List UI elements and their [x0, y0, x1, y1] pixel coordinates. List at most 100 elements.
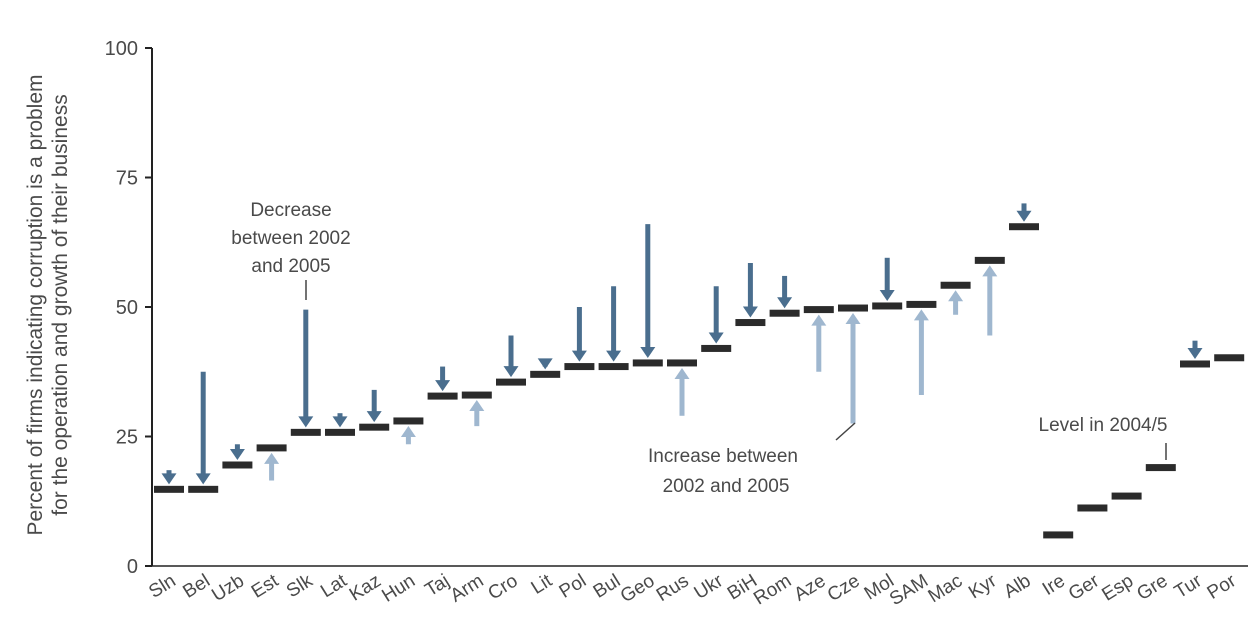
- decrease-arrow: [435, 366, 451, 392]
- category-label-bel: Bel: [179, 570, 213, 602]
- level-marker-cze: [838, 304, 868, 312]
- arrow-head: [879, 289, 895, 301]
- level-marker-rus: [667, 359, 697, 367]
- annotation-increase-line-1: Increase between: [648, 446, 798, 467]
- arrow-head: [298, 416, 314, 428]
- increase-arrow: [674, 367, 690, 416]
- decrease-arrow: [879, 257, 895, 301]
- arrow-head: [845, 313, 861, 325]
- increase-arrow: [913, 309, 929, 396]
- arrow-head: [366, 411, 382, 423]
- decrease-arrow: [195, 371, 211, 485]
- category-label-arm: Arm: [447, 570, 488, 606]
- level-marker-gre: [1145, 464, 1176, 472]
- level-marker-alb: [1009, 223, 1039, 231]
- arrow-head: [161, 473, 177, 485]
- arrow-head: [811, 314, 827, 326]
- y-tick-label: 50: [116, 297, 138, 319]
- annotation-level-label: Level in 2004/5: [1039, 415, 1168, 436]
- arrow-head: [229, 448, 245, 460]
- category-label-lit: Lit: [528, 570, 557, 599]
- y-axis-title-line-2: for the operation and growth of their bu…: [49, 94, 72, 515]
- category-label-rom: Rom: [750, 570, 795, 609]
- decrease-arrow: [606, 286, 622, 362]
- increase-arrow: [845, 313, 861, 424]
- category-label-mac: Mac: [925, 570, 967, 607]
- level-marker-taj: [427, 392, 458, 400]
- increase-arrow: [811, 314, 827, 372]
- y-tick-labels: 0 25 50 75 100: [105, 38, 152, 578]
- annotation-level: Level in 2004/5: [1039, 415, 1168, 460]
- decrease-arrow: [537, 358, 553, 370]
- category-label-ukr: Ukr: [691, 570, 728, 604]
- category-label-hun: Hun: [378, 570, 419, 606]
- level-marker-arm: [461, 391, 492, 399]
- category-label-alb: Alb: [1000, 570, 1034, 602]
- category-label-kyr: Kyr: [965, 570, 1001, 603]
- arrow-head: [640, 346, 656, 358]
- decrease-arrow: [1016, 203, 1032, 222]
- level-marker-kyr: [974, 256, 1005, 264]
- decrease-arrow: [640, 224, 656, 358]
- increase-arrow: [264, 452, 280, 481]
- category-label-ire: Ire: [1039, 570, 1069, 600]
- annotation-increase: Increase between 2002 and 2005: [648, 422, 856, 497]
- decrease-arrow: [366, 389, 382, 423]
- level-marker-geo: [632, 359, 663, 367]
- level-marker-tur: [1180, 360, 1210, 368]
- annotation-decrease-line-2: between 2002: [231, 228, 350, 249]
- decrease-arrow: [332, 413, 348, 428]
- arrow-head: [708, 332, 724, 344]
- level-marker-ire: [1043, 531, 1074, 539]
- category-label-cze: Cze: [824, 570, 864, 606]
- decrease-arrow: [742, 262, 758, 318]
- level-marker-pol: [564, 363, 595, 371]
- arrow-head: [571, 350, 587, 362]
- level-marker-sln: [154, 485, 184, 493]
- level-marker-kaz: [359, 423, 390, 431]
- category-label-taj: Taj: [422, 570, 454, 601]
- arrow-head: [264, 452, 280, 464]
- annotation-increase-leader: [835, 422, 856, 441]
- increase-arrow: [469, 400, 485, 427]
- level-marker-est: [256, 444, 287, 452]
- level-marker-bih: [735, 319, 766, 327]
- increase-arrow: [948, 290, 964, 315]
- level-marker-bel: [188, 485, 219, 493]
- y-axis-title: Percent of firms indicating corruption i…: [24, 74, 72, 535]
- y-tick-label: 100: [105, 38, 138, 60]
- arrow-head: [777, 297, 793, 309]
- y-tick-label: 25: [116, 427, 138, 449]
- arrow-head: [469, 400, 485, 412]
- arrow-head: [537, 358, 553, 370]
- level-marker-uzb: [222, 461, 253, 469]
- arrow-head: [948, 290, 964, 302]
- level-marker-esp: [1111, 492, 1142, 500]
- level-marker-ger: [1077, 504, 1108, 512]
- category-label-rus: Rus: [653, 570, 693, 606]
- decrease-arrow: [161, 470, 177, 485]
- y-tick-label: 0: [127, 556, 138, 578]
- arrow-head: [332, 416, 348, 428]
- level-marker-mac: [940, 281, 971, 289]
- decrease-arrow: [1187, 340, 1203, 359]
- decrease-arrow: [708, 286, 724, 344]
- annotation-increase-line-2: 2002 and 2005: [663, 476, 790, 497]
- category-label-pol: Pol: [556, 570, 590, 602]
- increase-arrow: [982, 265, 998, 336]
- arrow-head: [982, 265, 998, 277]
- category-label-sln: Sln: [145, 570, 179, 602]
- decrease-arrow: [298, 309, 314, 428]
- increase-arrow: [400, 425, 416, 445]
- level-marker-slk: [290, 428, 321, 436]
- arrow-head: [913, 309, 929, 321]
- category-label-tur: Tur: [1171, 570, 1206, 603]
- arrow-head: [435, 380, 451, 392]
- level-marker-lat: [325, 428, 355, 436]
- category-label-uzb: Uzb: [208, 570, 248, 606]
- arrow-head: [400, 425, 416, 437]
- category-label-por: Por: [1204, 570, 1241, 604]
- arrow-head: [1016, 210, 1032, 222]
